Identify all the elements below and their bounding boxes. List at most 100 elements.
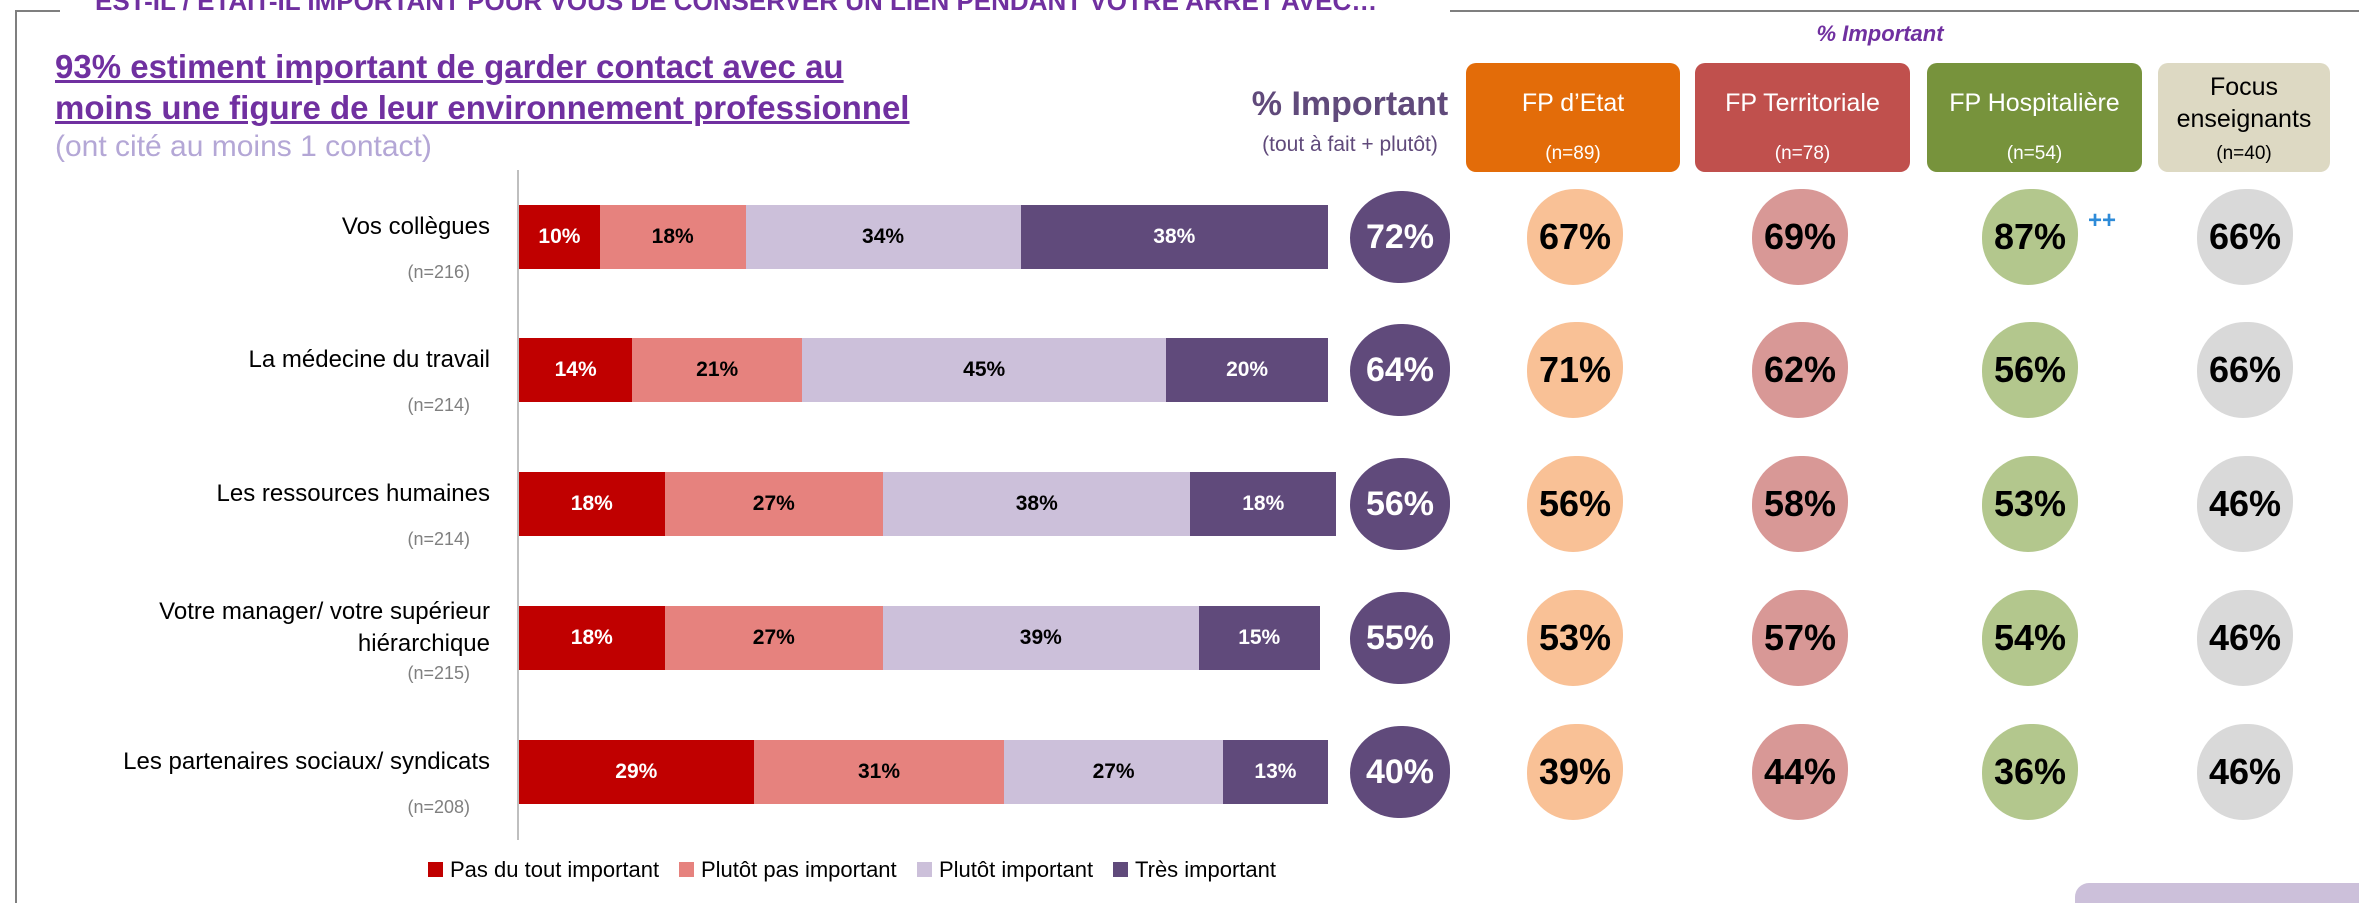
group-bubble: 56%: [1982, 322, 2078, 418]
group-bubble: 53%: [1527, 590, 1623, 686]
value-label: 38%: [1015, 492, 1058, 515]
bar-segment: [753, 740, 1005, 804]
legend-label: Plutôt pas important: [701, 857, 897, 882]
sample-size: (n=214): [407, 529, 470, 549]
sample-size: (n=214): [407, 395, 470, 415]
category-label: Les partenaires sociaux/ syndicats: [123, 747, 490, 775]
title: 93% estiment important de garder contact…: [55, 48, 844, 85]
bar-segment: [599, 205, 746, 269]
bar-segment: [519, 740, 754, 804]
total-title: % Important: [1251, 84, 1449, 123]
group-n: (n=40): [2216, 143, 2272, 164]
bar-segment: [519, 205, 600, 269]
value-label: 18%: [570, 626, 613, 649]
legend-swatch: [1113, 862, 1128, 877]
bar-segment: [1020, 205, 1328, 269]
group-bubble: 71%: [1527, 322, 1623, 418]
total-bubble: 72%: [1350, 191, 1450, 283]
group-bubble: 53%: [1982, 456, 2078, 552]
value-label: 20%: [1226, 358, 1269, 381]
group-name: FP Territoriale: [1725, 88, 1880, 117]
value-label: 21%: [696, 358, 739, 381]
value-label: 18%: [651, 225, 694, 248]
legend-swatch: [679, 862, 694, 877]
value-label: 45%: [963, 358, 1006, 381]
group-header: [2158, 63, 2330, 172]
category-label: Les ressources humaines: [216, 479, 490, 507]
legend-label: Pas du tout important: [450, 857, 660, 882]
value-label: 15%: [1238, 626, 1281, 649]
frame-line: [1450, 10, 2359, 12]
group-bubble: 46%: [2197, 724, 2293, 820]
value-label: 18%: [570, 492, 613, 515]
sample-size: (n=216): [407, 262, 470, 282]
category-label: Votre manager/ votre supérieur hiérarchi…: [159, 597, 490, 657]
group-name: FP Hospitalière: [1949, 88, 2120, 117]
group-header: [1466, 63, 1680, 172]
total-bubble: 40%: [1350, 726, 1450, 818]
group-bubble: 46%: [2197, 456, 2293, 552]
group-header: [1927, 63, 2142, 172]
legend-label: Très important: [1135, 857, 1277, 882]
bar-segment: [883, 606, 1199, 670]
value-label: 27%: [752, 626, 795, 649]
total-bubble: 55%: [1350, 592, 1450, 684]
group-name: FP d’Etat: [1521, 88, 1625, 117]
legend-label: Plutôt important: [939, 857, 1094, 882]
value-label: 27%: [752, 492, 795, 515]
sample-size: (n=208): [407, 797, 470, 817]
frame-line: [15, 10, 60, 12]
bar-segment: [802, 338, 1167, 402]
group-bubble: 36%: [1982, 724, 2078, 820]
bar-segment: [1198, 606, 1320, 670]
bar-segment: [632, 338, 803, 402]
significance-note: ++: [2088, 207, 2117, 234]
groups-title: % Important: [1816, 21, 1944, 46]
bar-segment: [519, 338, 633, 402]
total-bubble: 56%: [1350, 458, 1450, 550]
value-label: 18%: [1242, 492, 1285, 515]
bar-segment: [519, 606, 665, 670]
total-bubble: 64%: [1350, 324, 1450, 416]
frame-line: [15, 10, 17, 903]
value-label: 14%: [554, 358, 597, 381]
group-name: Focus enseignants: [2176, 72, 2312, 134]
legend-swatch: [428, 862, 443, 877]
group-bubble: 67%: [1527, 189, 1623, 285]
group-bubble: 39%: [1527, 724, 1623, 820]
group-bubble: 87%: [1982, 189, 2078, 285]
bar-segment: [1166, 338, 1328, 402]
axis-line: [517, 170, 519, 840]
subtitle: (ont cité au moins 1 contact): [55, 130, 432, 163]
group-bubble: 66%: [2197, 189, 2293, 285]
group-bubble: 46%: [2197, 590, 2293, 686]
value-label: 10%: [538, 225, 581, 248]
group-n: (n=78): [1774, 143, 1831, 164]
legend-swatch: [917, 862, 932, 877]
title: moins une figure de leur environnement p…: [55, 89, 910, 126]
category-label: La médecine du travail: [248, 345, 490, 373]
group-bubble: 58%: [1752, 456, 1848, 552]
group-n: (n=54): [2006, 143, 2063, 164]
value-label: 31%: [857, 760, 901, 783]
bar-segment: [519, 472, 665, 536]
bar-segment: [1190, 472, 1337, 536]
group-bubble: 62%: [1752, 322, 1848, 418]
group-header: [1695, 63, 1910, 172]
group-bubble: 44%: [1752, 724, 1848, 820]
bar-segment: [664, 472, 884, 536]
bar-segment: [745, 205, 1021, 269]
question: EST-IL / ETAIT-IL IMPORTANT POUR VOUS DE…: [95, 0, 1378, 16]
total-subtitle: (tout à fait + plutôt): [1262, 133, 1438, 156]
value-label: 34%: [862, 225, 905, 248]
category-label: Vos collègues: [341, 212, 490, 240]
group-bubble: 57%: [1752, 590, 1848, 686]
group-n: (n=89): [1545, 143, 1601, 164]
value-label: 38%: [1153, 225, 1196, 248]
value-label: 39%: [1019, 626, 1062, 649]
value-label: 13%: [1254, 760, 1297, 783]
value-label: 27%: [1092, 760, 1135, 783]
group-bubble: 56%: [1527, 456, 1623, 552]
group-bubble: 54%: [1982, 590, 2078, 686]
